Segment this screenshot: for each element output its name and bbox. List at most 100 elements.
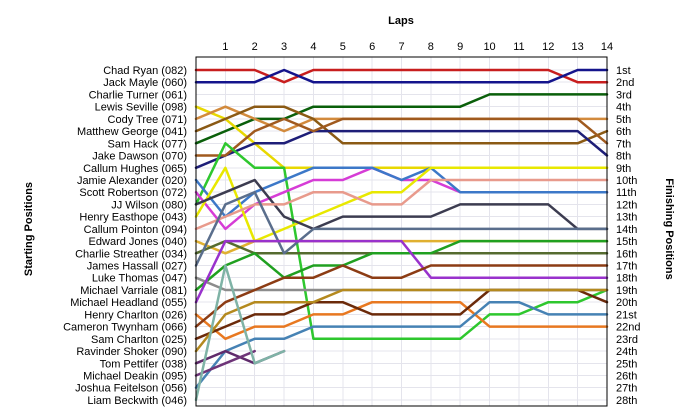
driver-label: Callum Hughes (065) (83, 163, 187, 175)
driver-label: Michael Headland (055) (70, 297, 187, 309)
finishing-position-label: 2nd (616, 77, 634, 89)
driver-label: Joshua Feitelson (056) (75, 383, 187, 395)
finishing-position-label: 13th (616, 212, 637, 224)
driver-position-line (194, 166, 609, 218)
driver-label: Henry Easthope (043) (79, 212, 187, 224)
series-lines (194, 68, 609, 402)
driver-position-line (194, 264, 286, 402)
finishing-position-label: 24th (616, 346, 637, 358)
driver-label: Liam Beckwith (046) (87, 395, 187, 407)
finishing-position-label: 7th (616, 138, 631, 150)
driver-position-line (194, 142, 609, 341)
driver-label: Charlie Turner (061) (89, 89, 187, 101)
lap-tick-label: 1 (222, 41, 228, 53)
driver-label: Michael Deakin (095) (83, 371, 187, 383)
driver-label: Jake Dawson (070) (92, 151, 187, 163)
lap-tick-label: 9 (457, 41, 463, 53)
finishing-position-label: 15th (616, 236, 637, 248)
finishing-position-label: 23rd (616, 334, 638, 346)
lap-tick-label: 3 (281, 41, 287, 53)
finishing-position-label: 6th (616, 126, 631, 138)
finishing-position-label: 9th (616, 163, 631, 175)
right-axis-title: Finishing Positions (663, 178, 675, 279)
driver-label: Edward Jones (040) (89, 236, 187, 248)
driver-position-line (194, 105, 609, 145)
finishing-position-label: 17th (616, 261, 637, 273)
finishing-position-label: 27th (616, 383, 637, 395)
driver-label: Chad Ryan (082) (103, 65, 187, 77)
lap-tick-label: 12 (542, 41, 554, 53)
driver-position-line (194, 288, 609, 353)
driver-position-line (194, 178, 609, 231)
left-axis-title: Starting Positions (23, 182, 35, 276)
driver-label: Sam Hack (077) (108, 138, 187, 150)
finishing-position-label: 12th (616, 199, 637, 211)
driver-label: Charlie Streather (034) (75, 248, 187, 260)
driver-label: Luke Thomas (047) (92, 273, 187, 285)
finishing-position-label: 25th (616, 358, 637, 370)
finishing-position-label: 3rd (616, 89, 632, 101)
driver-position-line (194, 264, 609, 328)
driver-label: Lewis Seville (098) (95, 102, 187, 114)
lap-tick-label: 4 (310, 41, 316, 53)
driver-position-line (194, 239, 609, 304)
finishing-position-label: 19th (616, 285, 637, 297)
driver-label: JJ Wilson (080) (111, 199, 187, 211)
finishing-position-label: 20th (616, 297, 637, 309)
lap-tick-label: 11 (513, 41, 524, 53)
lap-tick-label: 6 (369, 41, 375, 53)
finishing-position-label: 21st (616, 309, 637, 321)
finishing-position-label: 1st (616, 65, 631, 77)
driver-position-line (194, 117, 609, 157)
lap-tick-label: 10 (483, 41, 495, 53)
driver-label: Callum Pointon (094) (84, 224, 187, 236)
driver-position-line (194, 300, 609, 389)
driver-label: James Hassall (027) (87, 261, 187, 273)
finishing-position-label: 14th (616, 224, 637, 236)
finishing-position-label: 28th (616, 395, 637, 407)
finishing-position-label: 22nd (616, 322, 640, 334)
driver-label: Jack Mayle (060) (103, 77, 187, 89)
finishing-position-label: 11th (616, 187, 637, 199)
driver-label: Ravinder Shoker (090) (76, 346, 187, 358)
finishing-position-label: 5th (616, 114, 631, 126)
driver-position-line (194, 349, 256, 377)
driver-position-line (194, 129, 609, 170)
driver-label: Sam Charlton (025) (91, 334, 187, 346)
lap-tick-label: 5 (340, 41, 346, 53)
driver-position-line (194, 190, 609, 267)
driver-label: Henry Charlton (026) (84, 309, 187, 321)
driver-label: Michael Varriale (081) (80, 285, 187, 297)
driver-label: Jamie Alexander (020) (77, 175, 187, 187)
driver-position-line (194, 68, 609, 84)
driver-label: Tom Pettifer (038) (100, 358, 187, 370)
finishing-position-labels: 1st2nd3rd4th5th6th7th8th9th10th11th12th1… (616, 65, 640, 407)
driver-position-line (194, 239, 609, 292)
finishing-position-label: 18th (616, 273, 637, 285)
finishing-position-label: 8th (616, 151, 631, 163)
driver-position-line (194, 93, 609, 145)
finishing-position-label: 4th (616, 102, 631, 114)
finishing-position-label: 10th (616, 175, 637, 187)
chart-title: Laps (388, 15, 414, 27)
lap-tick-label: 8 (428, 41, 434, 53)
finishing-position-label: 16th (616, 248, 637, 260)
driver-label: Scott Robertson (072) (79, 187, 187, 199)
driver-label: Cameron Twynham (066) (63, 322, 187, 334)
driver-label: Matthew George (041) (77, 126, 187, 138)
starting-position-labels: Chad Ryan (082)Jack Mayle (060)Charlie T… (63, 65, 187, 407)
driver-position-line (194, 166, 609, 243)
lap-ticks: 1 2 3 4 5 6 7 8 9 10 11 12 13 14 (222, 41, 613, 53)
lap-tick-label: 7 (398, 41, 404, 53)
lap-tick-label: 14 (601, 41, 613, 53)
lap-tick-label: 13 (572, 41, 584, 53)
plot-frame (195, 56, 608, 407)
driver-position-line (194, 300, 609, 341)
driver-label: Cody Tree (071) (108, 114, 187, 126)
grid (196, 57, 607, 406)
lap-tick-label: 2 (252, 41, 258, 53)
driver-position-line (194, 68, 609, 84)
driver-position-line (194, 178, 609, 231)
